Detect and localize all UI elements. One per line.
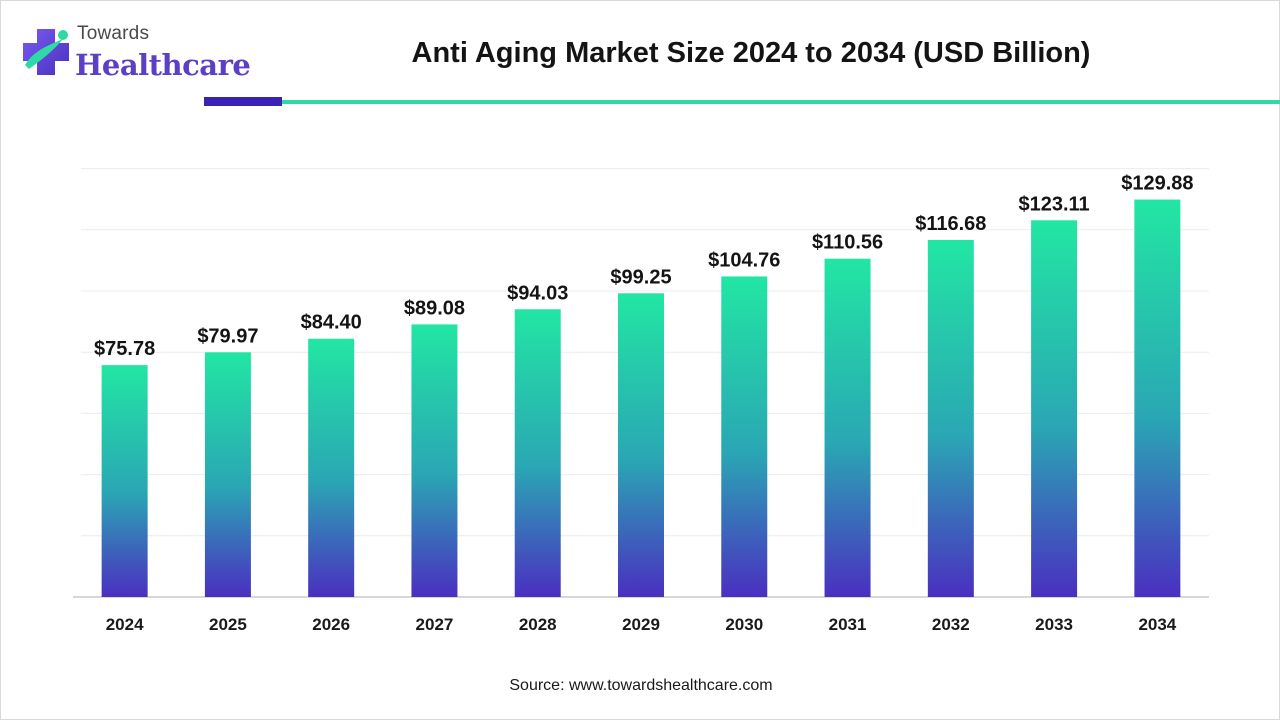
value-label-2025: $79.97 (197, 325, 258, 347)
bar-2030 (721, 276, 768, 597)
value-label-2033: $123.11 (1018, 193, 1089, 215)
bar-2024 (101, 365, 148, 597)
source-note: Source: www.towardshealthcare.com (509, 677, 773, 694)
x-tick-2030: 2030 (725, 615, 763, 634)
value-label-2027: $89.08 (404, 297, 465, 319)
bar-2033 (1031, 220, 1078, 598)
bar-2028 (514, 309, 561, 597)
bars (101, 199, 1181, 598)
logo-text-healthcare: Healthcare (75, 48, 251, 82)
value-label-2031: $110.56 (812, 232, 883, 254)
value-label-2034: $129.88 (1121, 173, 1193, 195)
bar-2031 (824, 258, 871, 597)
x-tick-2027: 2027 (416, 615, 454, 634)
bar-2032 (927, 239, 974, 597)
x-tick-2033: 2033 (1035, 615, 1073, 634)
x-tick-2032: 2032 (932, 615, 970, 634)
value-label-2029: $99.25 (610, 266, 671, 288)
x-tick-2028: 2028 (519, 615, 557, 634)
bar-2034 (1134, 199, 1181, 597)
value-label-2030: $104.76 (708, 249, 780, 271)
medical-cross-icon (23, 29, 69, 75)
value-label-2028: $94.03 (507, 282, 568, 304)
value-labels: $75.78 $79.97 $84.40 $89.08 $94.03 $99.25 $104… (94, 173, 1193, 361)
value-label-2032: $116.68 (915, 213, 986, 235)
x-tick-labels: 2024 2025 2026 2027 2028 2029 2030 2031 2032 2033… (106, 615, 1177, 634)
logo-text-towards: Towards (77, 23, 150, 44)
bar-2029 (618, 293, 664, 597)
x-tick-2026: 2026 (312, 615, 350, 634)
x-tick-2025: 2025 (209, 615, 247, 634)
bar-2027 (411, 324, 458, 597)
title-divider-line (282, 100, 1280, 104)
x-tick-2029: 2029 (622, 615, 660, 634)
bar-2026 (308, 338, 355, 597)
value-label-2024: $75.78 (94, 338, 155, 360)
chart-title: Anti Aging Market Size 2024 to 2034 (USD… (411, 37, 1091, 69)
value-label-2026: $84.40 (301, 312, 362, 334)
x-tick-2034: 2034 (1138, 615, 1176, 634)
title-accent-bar (204, 97, 282, 106)
x-tick-2024: 2024 (106, 615, 144, 634)
towards-healthcare-logo: Towards Healthcare (19, 21, 259, 91)
bar-2025 (204, 352, 251, 597)
x-tick-2031: 2031 (829, 615, 867, 634)
